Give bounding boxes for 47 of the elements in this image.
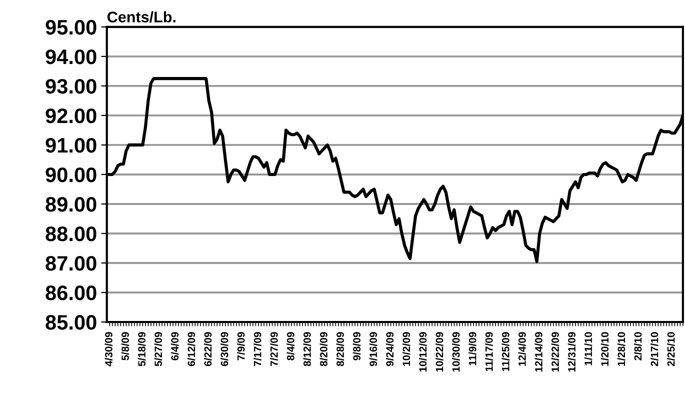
y-axis-title: Cents/Lb.: [107, 11, 176, 23]
x-tick-label: 6/12/09: [187, 332, 196, 366]
x-tick-label: 10/2/09: [402, 332, 410, 366]
x-tick-label: 12/31/09: [568, 332, 576, 372]
y-tick-label: 92.00: [46, 108, 96, 124]
x-tick-label: 6/22/09: [204, 332, 212, 366]
y-tick-label: 89.00: [46, 196, 96, 212]
x-tick-label: 12/4/09: [518, 332, 526, 366]
x-tick-label: 5/18/09: [138, 332, 146, 366]
x-tick-label: 11/9/09: [468, 332, 476, 366]
x-tick-label: 7/17/09: [254, 332, 262, 366]
y-tick-label: 91.00: [46, 138, 96, 153]
x-tick-label: 7/27/09: [270, 332, 278, 366]
x-tick-label: 2/8/10: [634, 332, 642, 360]
y-tick-label: 94.00: [46, 49, 96, 64]
y-tick-label: 90.00: [46, 167, 96, 182]
x-tick-label: 6/4/09: [170, 332, 179, 360]
x-tick-label: 11/25/09: [502, 332, 510, 372]
y-tick-label: 93.00: [46, 78, 96, 94]
x-tick-label: 12/22/09: [551, 332, 560, 372]
x-tick-label: 8/20/09: [320, 332, 328, 366]
x-tick-label: 1/28/10: [617, 332, 626, 366]
x-tick-label: 9/16/09: [369, 332, 378, 366]
x-tick-label: 11/17/09: [485, 332, 493, 372]
x-tick-label: 8/28/09: [336, 332, 344, 366]
x-tick-label: 7/9/09: [237, 332, 245, 360]
y-tick-label: 88.00: [46, 226, 96, 242]
x-tick-label: 10/30/09: [452, 332, 460, 372]
x-tick-label: 2/17/10: [650, 332, 658, 366]
x-tick-label: 5/27/09: [154, 332, 162, 366]
x-tick-label: 6/30/09: [220, 332, 228, 366]
y-tick-label: 95.00: [46, 20, 96, 35]
y-tick-label: 85.00: [46, 315, 96, 330]
y-tick-label: 87.00: [46, 256, 96, 271]
x-tick-label: 1/11/10: [584, 332, 592, 366]
y-tick-label: 86.00: [46, 285, 96, 300]
x-tick-label: 4/30/09: [104, 332, 113, 366]
x-tick-label: 9/24/09: [386, 332, 394, 366]
x-tick-label: 12/14/09: [534, 332, 543, 372]
x-tick-label: 9/8/09: [352, 332, 361, 360]
x-tick-label: 10/22/09: [436, 332, 444, 372]
x-tick-label: 1/20/10: [600, 332, 609, 366]
x-tick-label: 2/25/10: [667, 332, 675, 366]
x-tick-label: 5/8/09: [121, 332, 130, 360]
x-tick-label: 8/12/09: [303, 332, 311, 366]
x-tick-label: 8/4/09: [286, 332, 294, 360]
x-tick-label: 10/12/09: [418, 332, 427, 372]
